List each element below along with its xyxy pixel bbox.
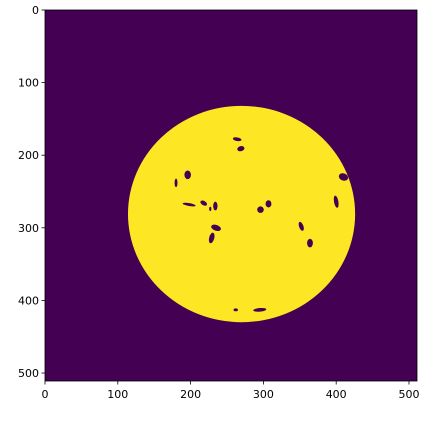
y-axis: 0 100 200 300 400 500 xyxy=(18,4,45,380)
hole-15 xyxy=(298,221,304,231)
axes-spines xyxy=(44,9,418,382)
hole-14 xyxy=(208,232,215,244)
hole-9 xyxy=(213,201,218,211)
hole-18 xyxy=(253,307,267,312)
hole-11 xyxy=(257,206,264,213)
hole-17 xyxy=(233,308,238,312)
x-axis: 0 100 200 300 400 500 xyxy=(42,381,419,401)
x-tick-label: 300 xyxy=(253,388,274,401)
y-tick-label: 500 xyxy=(18,367,39,380)
disk-region xyxy=(127,105,356,323)
hole-4 xyxy=(174,178,178,188)
x-tick-label: 0 xyxy=(42,388,49,401)
x-tick-label: 500 xyxy=(398,388,419,401)
y-tick-label: 0 xyxy=(32,4,39,17)
hole-2 xyxy=(237,146,245,152)
hole-1 xyxy=(232,137,242,142)
axes-frame xyxy=(44,9,418,382)
hole-3 xyxy=(184,170,191,180)
hole-8 xyxy=(200,200,208,206)
hole-16 xyxy=(307,238,313,248)
y-tick-label: 200 xyxy=(18,149,39,162)
x-tick-label: 200 xyxy=(180,388,201,401)
y-tick-label: 400 xyxy=(18,294,39,307)
hole-7 xyxy=(182,202,196,207)
x-tick-label: 400 xyxy=(326,388,347,401)
hole-13 xyxy=(211,224,221,232)
y-tick-label: 300 xyxy=(18,222,39,235)
hole-5 xyxy=(338,173,349,181)
hole-10 xyxy=(209,206,212,212)
x-tick-label: 100 xyxy=(107,388,128,401)
heatmap-image xyxy=(45,10,417,381)
hole-12 xyxy=(265,200,272,208)
y-tick-label: 100 xyxy=(18,77,39,90)
hole-6 xyxy=(333,195,339,208)
